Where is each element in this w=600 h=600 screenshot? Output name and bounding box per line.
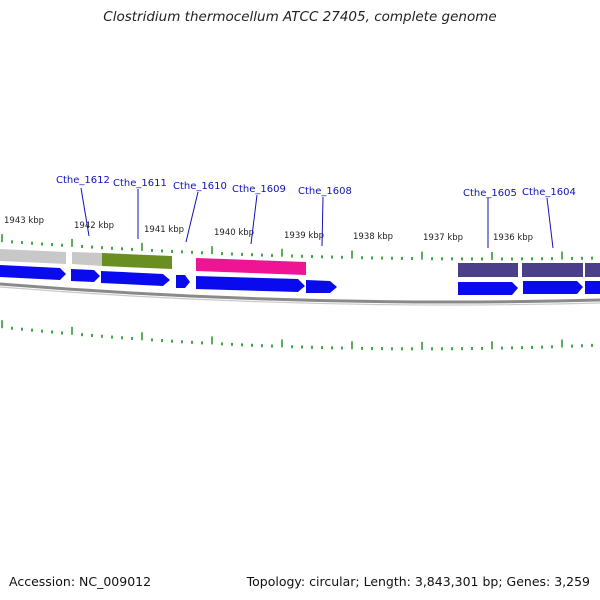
gene-arrow[interactable] [196, 276, 305, 292]
leader-line [185, 191, 199, 243]
leader-line [250, 194, 258, 245]
scale-label: 1942 kbp [74, 221, 114, 231]
inner-tick-ring [1, 320, 593, 351]
scale-label: 1937 kbp [423, 233, 463, 243]
gene-arrow[interactable] [71, 269, 100, 282]
genome-title: Clostridium thermocellum ATCC 27405, com… [103, 9, 497, 25]
gene-arrow[interactable] [101, 271, 170, 286]
feature-magenta[interactable] [196, 258, 306, 275]
accession-text: Accession: NC_009012 [9, 574, 152, 589]
scale-label: 1936 kbp [493, 233, 533, 243]
feature-track [0, 249, 600, 277]
gene-label-cthe-1608[interactable]: Cthe_1608 [298, 186, 352, 197]
gene-label-cthe-1605[interactable]: Cthe_1605 [463, 188, 517, 199]
leader-line [80, 187, 90, 237]
feature-olive[interactable] [102, 253, 172, 269]
gene-arrow[interactable] [458, 282, 518, 295]
backbone-shadow [0, 286, 600, 306]
scale-label: 1943 kbp [4, 216, 44, 226]
genome-backbone [0, 282, 600, 304]
gene-label-cthe-1609[interactable]: Cthe_1609 [232, 184, 286, 195]
gene-arrow[interactable] [523, 281, 583, 294]
feature-purple-3[interactable] [585, 263, 600, 277]
feature-gray-2[interactable] [72, 252, 102, 266]
leader-line [546, 197, 554, 249]
feature-purple-1[interactable] [458, 263, 518, 277]
outer-tick-ring [1, 234, 593, 261]
scale-label: 1938 kbp [353, 232, 393, 242]
scale-labels: 1943 kbp 1942 kbp 1941 kbp 1940 kbp 1939… [4, 216, 533, 243]
scale-label: 1940 kbp [214, 228, 254, 238]
gene-arrow-track [0, 265, 600, 295]
gene-arrow[interactable] [0, 265, 66, 280]
scale-label: 1941 kbp [144, 225, 184, 235]
gene-label-leaders [80, 187, 554, 249]
gene-label-cthe-1610[interactable]: Cthe_1610 [173, 181, 227, 192]
gene-label-cthe-1612[interactable]: Cthe_1612 [56, 175, 110, 186]
gene-arrow[interactable] [306, 280, 337, 293]
feature-gray-1[interactable] [0, 249, 66, 264]
genome-summary-text: Topology: circular; Length: 3,843,301 bp… [246, 574, 590, 589]
gene-label-cthe-1604[interactable]: Cthe_1604 [522, 187, 576, 198]
gene-arrow[interactable] [585, 281, 600, 294]
gene-label-cthe-1611[interactable]: Cthe_1611 [113, 178, 167, 189]
leader-line [321, 196, 324, 247]
gene-labels: Cthe_1612 Cthe_1611 Cthe_1610 Cthe_1609 … [56, 175, 576, 199]
feature-purple-2[interactable] [522, 263, 583, 277]
gene-arrow[interactable] [176, 275, 190, 288]
scale-label: 1939 kbp [284, 231, 324, 241]
